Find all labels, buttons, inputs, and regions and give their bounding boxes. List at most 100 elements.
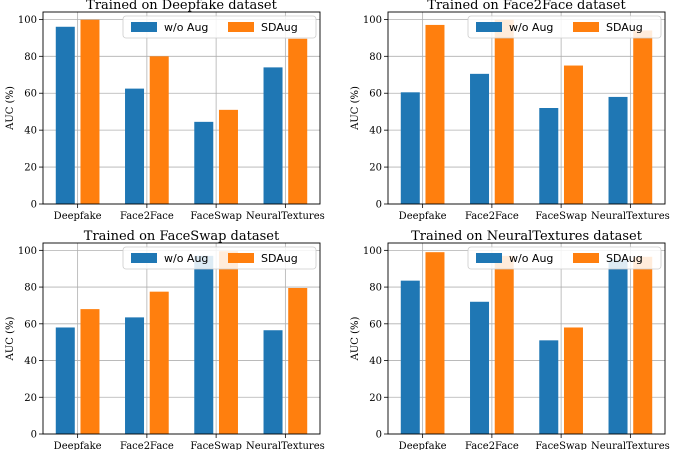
- chart-panel-1: Trained on Deepfake dataset 0 20 40 60 80 100 D…: [5, 0, 325, 222]
- chart-title: Trained on NeuralTextures dataset: [411, 229, 643, 244]
- bar-sdaug-faceswap: [563, 327, 583, 434]
- bar-sdaug-faceswap: [218, 251, 238, 434]
- y-tick-label: 20: [369, 393, 382, 404]
- chart-panel-4: Trained on NeuralTextures dataset 0 20 40 60…: [350, 229, 670, 450]
- legend-swatch-woaug: [131, 22, 157, 32]
- bar-sdaug-neuraltextures: [288, 38, 308, 205]
- bar-woaug-deepfake: [55, 327, 75, 434]
- legend-box: [122, 246, 317, 270]
- y-tick-label: 60: [24, 319, 37, 330]
- y-tick-label: 0: [31, 430, 37, 441]
- y-tick-label: 80: [369, 283, 382, 294]
- legend-swatch-woaug: [131, 253, 157, 263]
- y-tick-label: 100: [363, 246, 382, 257]
- x-tick-label: FaceSwap: [535, 441, 587, 450]
- plot-frame: [387, 11, 666, 205]
- legend-swatch-woaug: [476, 253, 502, 263]
- plot-frame: [387, 242, 666, 435]
- y-tick-label: 40: [24, 356, 37, 367]
- legend-swatch-woaug: [476, 22, 502, 32]
- bar-sdaug-neuraltextures: [288, 287, 308, 434]
- bar-woaug-face2face: [470, 73, 490, 204]
- legend-label-woaug: w/o Aug: [164, 252, 208, 265]
- x-tick-label: FaceSwap: [535, 211, 587, 222]
- plot-frame: [42, 242, 321, 435]
- x-tick-label: Deepfake: [399, 441, 447, 450]
- y-tick-label: 60: [24, 89, 37, 100]
- legend-box: [122, 15, 317, 39]
- bar-sdaug-face2face: [149, 56, 169, 204]
- bar-sdaug-deepfake: [80, 309, 100, 434]
- x-tick-label: Deepfake: [399, 211, 447, 222]
- legend-label-woaug: w/o Aug: [164, 21, 208, 34]
- bar-woaug-faceswap: [194, 121, 214, 204]
- x-tick-label: Deepfake: [54, 211, 102, 222]
- y-tick-label: 80: [24, 52, 37, 63]
- legend: w/o Aug SDAug: [122, 246, 317, 270]
- bar-woaug-deepfake: [55, 26, 75, 205]
- chart-title: Trained on Deepfake dataset: [86, 0, 277, 13]
- bar-woaug-faceswap: [194, 255, 214, 434]
- bar-sdaug-face2face: [149, 291, 169, 434]
- legend: w/o Aug SDAug: [122, 15, 317, 39]
- y-tick-label: 100: [18, 246, 37, 257]
- legend-label-sdaug: SDAug: [606, 21, 643, 34]
- bar-sdaug-face2face: [494, 255, 514, 434]
- bar-woaug-neuraltextures: [608, 96, 628, 204]
- legend-swatch-sdaug: [228, 253, 254, 263]
- bar-woaug-deepfake: [400, 92, 420, 204]
- y-axis-label: AUC (%): [5, 86, 16, 131]
- bar-woaug-faceswap: [539, 108, 559, 204]
- legend-box: [467, 15, 662, 39]
- x-tick-label: NeuralTextures: [591, 441, 670, 450]
- y-tick-label: 0: [31, 200, 37, 211]
- y-tick-label: 100: [363, 15, 382, 26]
- x-tick-label: Face2Face: [120, 211, 174, 222]
- bar-sdaug-faceswap: [218, 109, 238, 204]
- bar-sdaug-faceswap: [563, 65, 583, 205]
- legend-box: [467, 246, 662, 270]
- x-tick-label: Face2Face: [465, 441, 519, 450]
- y-tick-label: 40: [24, 126, 37, 137]
- bar-woaug-neuraltextures: [608, 259, 628, 434]
- bar-woaug-neuraltextures: [263, 330, 283, 434]
- y-tick-label: 0: [376, 430, 382, 441]
- x-tick-label: Face2Face: [120, 441, 174, 450]
- legend-swatch-sdaug: [573, 22, 599, 32]
- x-tick-label: NeuralTextures: [246, 211, 325, 222]
- legend-label-woaug: w/o Aug: [509, 21, 553, 34]
- y-tick-label: 0: [376, 200, 382, 211]
- y-tick-label: 40: [369, 126, 382, 137]
- bar-woaug-deepfake: [400, 280, 420, 434]
- legend-label-sdaug: SDAug: [606, 252, 643, 265]
- y-tick-label: 20: [24, 393, 37, 404]
- legend-label-sdaug: SDAug: [261, 21, 298, 34]
- legend-label-woaug: w/o Aug: [509, 252, 553, 265]
- y-tick-label: 20: [24, 163, 37, 174]
- legend-swatch-sdaug: [228, 22, 254, 32]
- bar-sdaug-deepfake: [80, 19, 100, 204]
- chart-title: Trained on Face2Face dataset: [427, 0, 626, 13]
- chart-title: Trained on FaceSwap dataset: [84, 229, 280, 244]
- x-tick-label: NeuralTextures: [591, 211, 670, 222]
- bar-sdaug-face2face: [494, 19, 514, 204]
- bar-woaug-face2face: [470, 301, 490, 434]
- y-tick-label: 80: [369, 52, 382, 63]
- y-tick-label: 40: [369, 356, 382, 367]
- bar-woaug-neuraltextures: [263, 67, 283, 204]
- legend-label-sdaug: SDAug: [261, 252, 298, 265]
- x-tick-label: NeuralTextures: [246, 441, 325, 450]
- y-axis-label: AUC (%): [5, 317, 16, 362]
- y-tick-label: 60: [369, 89, 382, 100]
- x-tick-label: FaceSwap: [190, 211, 242, 222]
- x-tick-label: Deepfake: [54, 441, 102, 450]
- bar-woaug-faceswap: [539, 340, 559, 434]
- y-axis-label: AUC (%): [350, 317, 361, 362]
- legend-swatch-sdaug: [573, 253, 599, 263]
- plot-frame: [42, 11, 321, 205]
- y-tick-label: 60: [369, 319, 382, 330]
- bar-sdaug-deepfake: [425, 252, 445, 434]
- chart-panel-2: Trained on Face2Face dataset 0 20 40 60 80 100…: [350, 0, 670, 222]
- bar-woaug-face2face: [125, 317, 145, 434]
